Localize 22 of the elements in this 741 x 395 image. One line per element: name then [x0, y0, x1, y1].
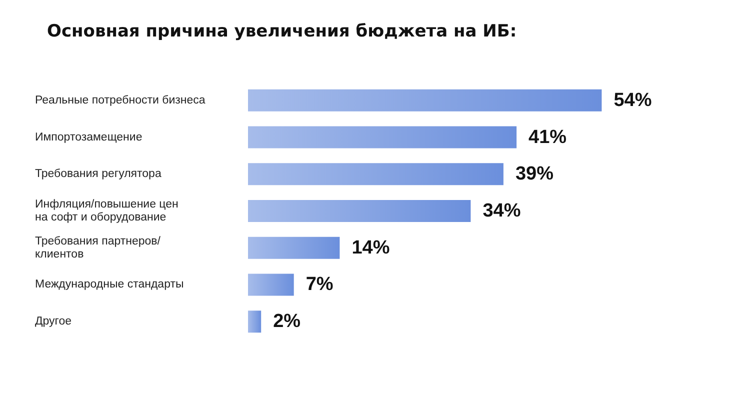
bar: [248, 89, 602, 112]
data-label: 41%: [528, 126, 567, 148]
data-label: 54%: [614, 90, 652, 111]
bar: [248, 310, 262, 333]
data-label: 39%: [515, 164, 554, 185]
y-tick-label: Импортозамещение: [35, 131, 142, 144]
y-tick-label: Требования регулятора: [35, 168, 162, 180]
bar: [248, 126, 517, 148]
bar: [248, 274, 294, 296]
data-label: 34%: [482, 200, 521, 222]
y-tick-label: Реальные потребности бизнеса: [35, 94, 206, 106]
y-tick-label: Инфляция/повышение цен на софт и оборудование: [35, 198, 178, 224]
bar: [248, 200, 471, 222]
y-tick-label: Международные стандарты: [35, 278, 184, 291]
data-label: 7%: [306, 274, 334, 296]
data-label: 14%: [352, 237, 390, 258]
data-label: 2%: [273, 311, 301, 332]
y-tick-label: Требования партнеров/ клиентов: [35, 235, 162, 260]
bar: [248, 163, 504, 186]
y-tick-label: Другое: [35, 316, 72, 328]
bar: [248, 236, 340, 259]
chart-title: Основная причина увеличения бюджета на ИБ:: [47, 22, 517, 42]
